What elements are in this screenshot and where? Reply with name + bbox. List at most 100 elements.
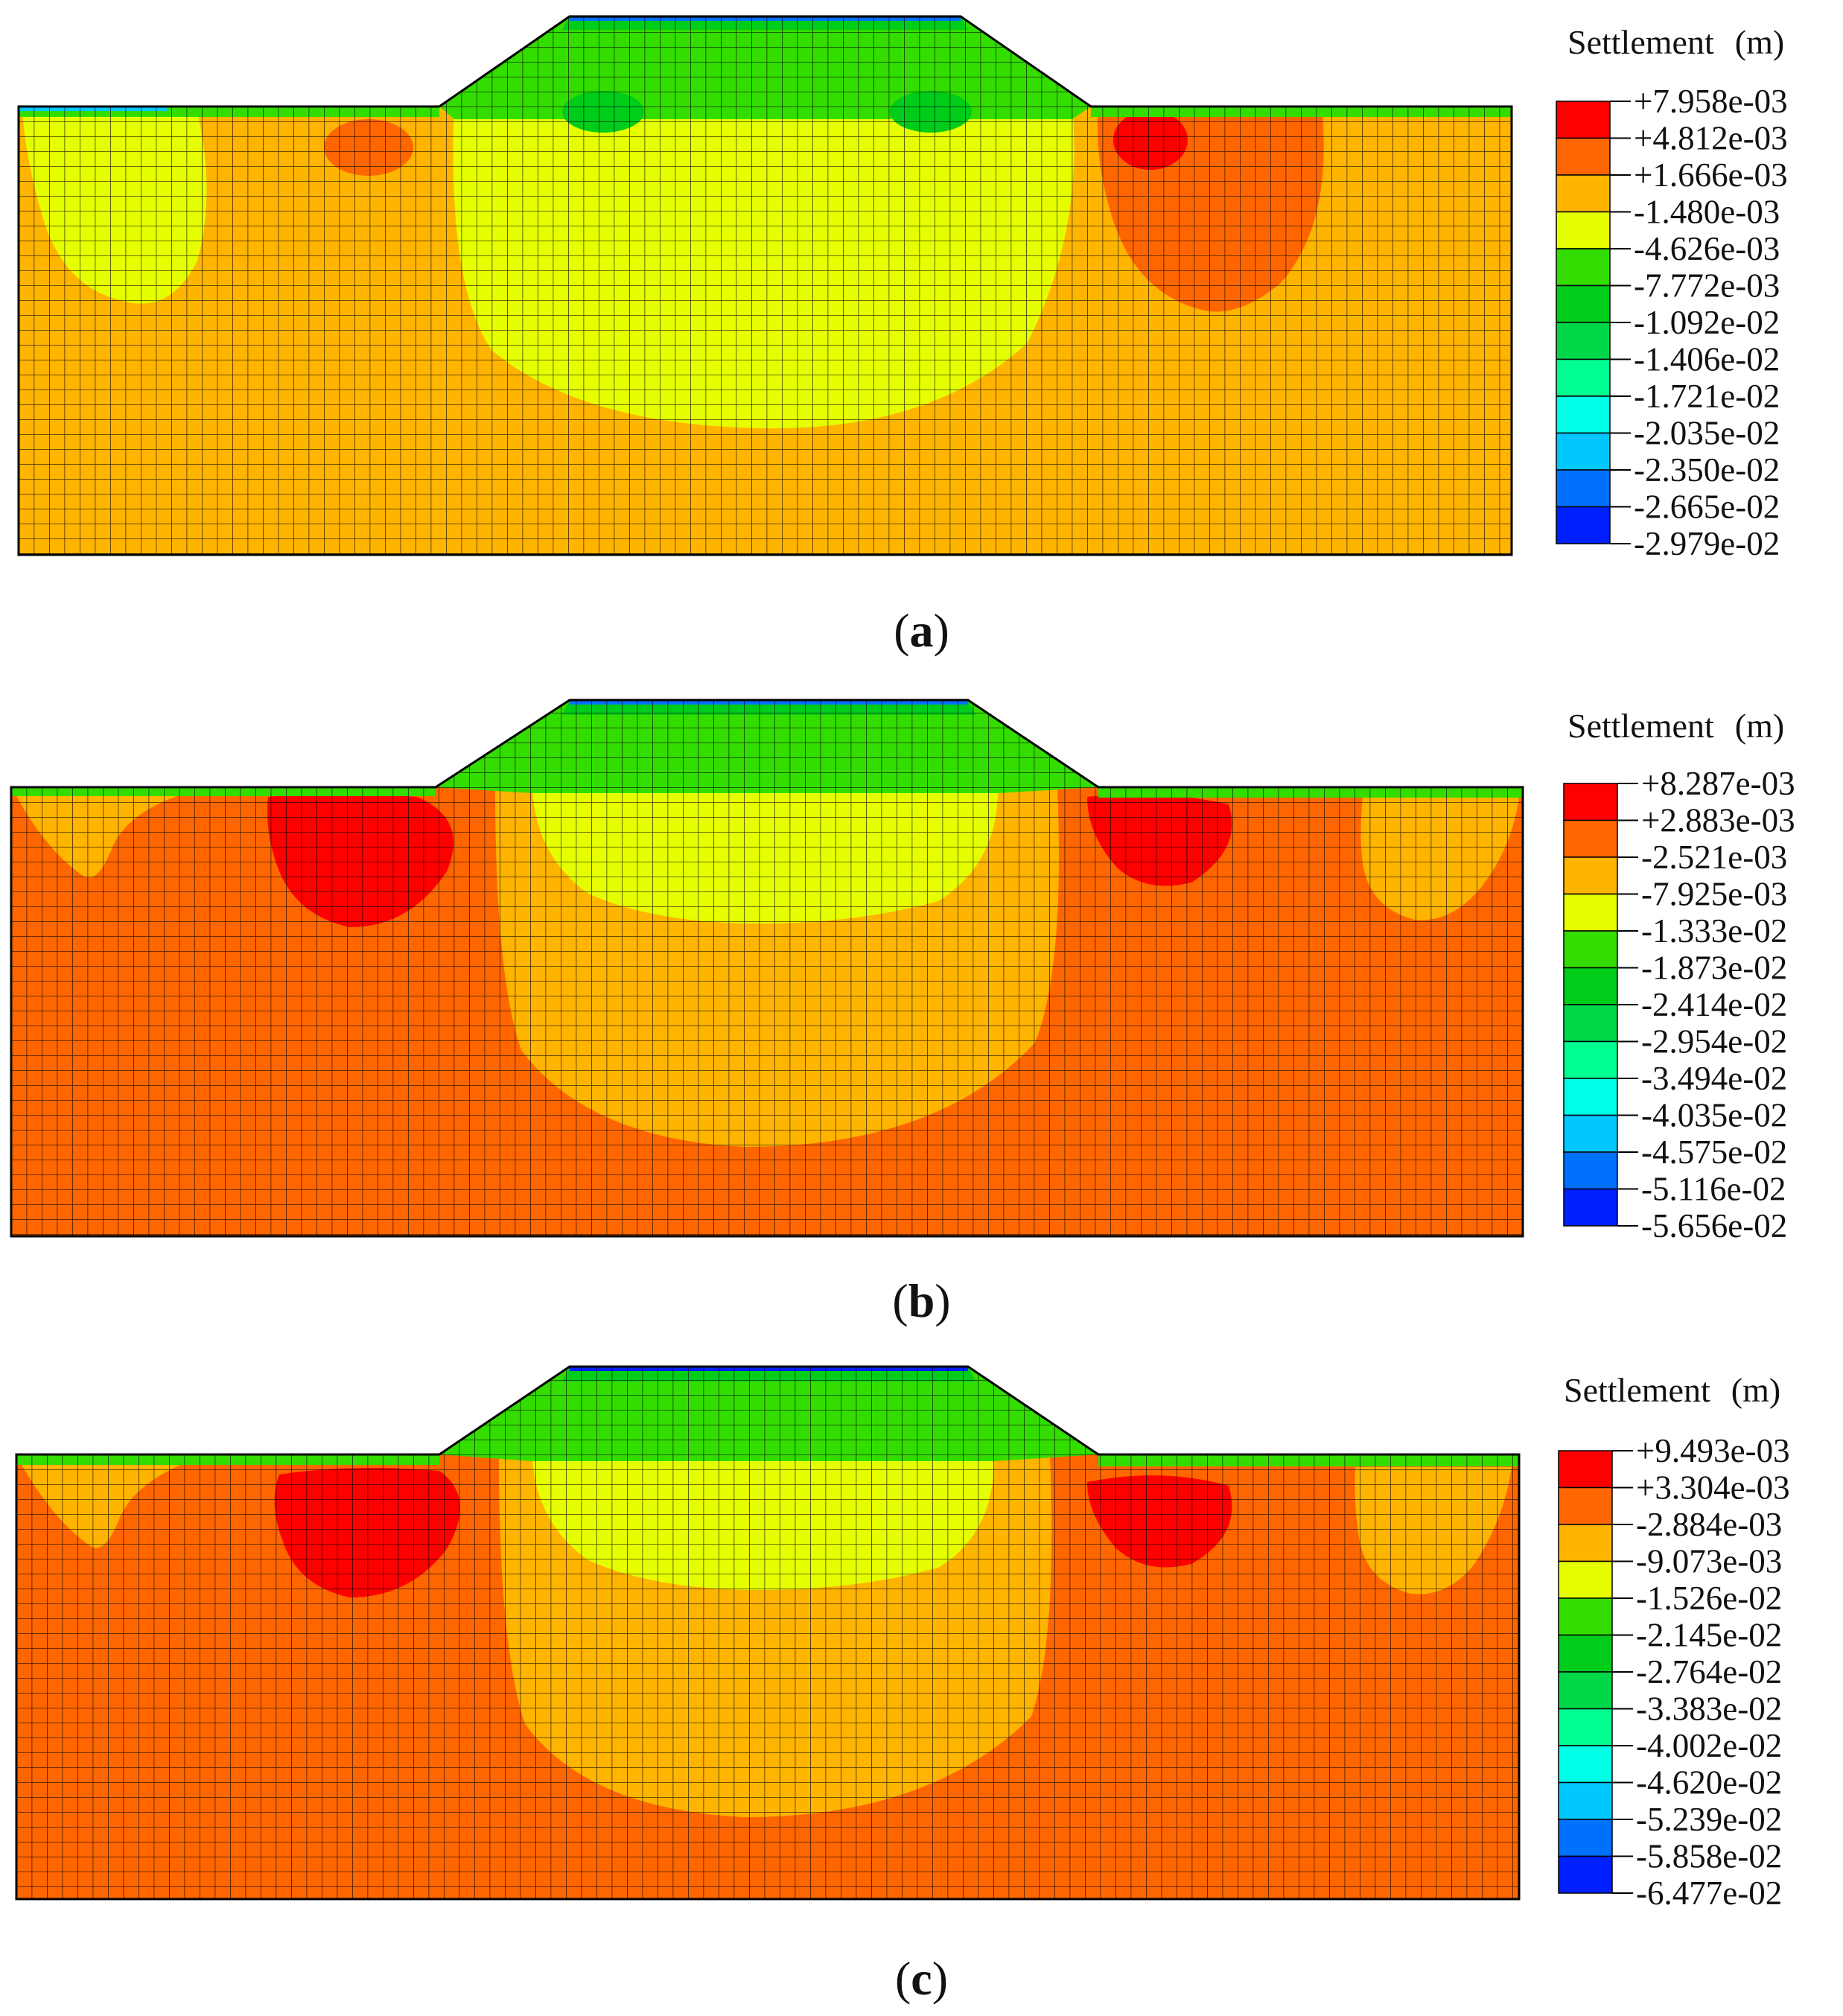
legend-tick-label: -1.873e-02 [1641,950,1787,987]
panel-b: +8.287e-03 +2.883e-03 -2.521e-03 -7.925e-03… [0,670,1843,1341]
legend-swatch [1563,1188,1618,1227]
panel-c: +9.493e-03 +3.304e-03 -2.884e-03 -9.073e-03… [0,1341,1843,2011]
caption-c: (c) [894,1952,949,2005]
legend-swatch [1556,469,1611,508]
legend-swatch [1556,322,1611,360]
legend-swatch [1556,284,1611,323]
legend-tick-label: -1.092e-02 [1634,304,1780,341]
legend-tick-label: -1.333e-02 [1641,912,1787,950]
legend-tick-label: -1.721e-02 [1634,378,1780,415]
panel-a: +7.958e-03 +4.812e-03 +1.666e-03 -1.480e-03… [0,0,1843,670]
legend-colorbar-b: +8.287e-03+2.883e-03-2.521e-03-7.925e-03… [1563,765,1795,1244]
legend-colorbar-a: +7.958e-03+4.812e-03+1.666e-03-1.480e-03… [1556,83,1788,562]
legend-colorbar-c: +9.493e-03+3.304e-03-2.884e-03-9.073e-03… [1558,1432,1790,1912]
legend-tick-label: -7.925e-03 [1641,876,1787,913]
legend-tick-label: +9.493e-03 [1636,1432,1790,1469]
legend-swatch [1563,1114,1618,1153]
legend-swatch [1563,1004,1618,1043]
legend-swatch [1556,395,1611,434]
legend-tick-label: +1.666e-03 [1634,156,1788,194]
legend-swatch [1563,1078,1618,1116]
legend-swatch [1563,893,1618,932]
legend-swatch [1558,1634,1613,1673]
legend-tick-label: -2.764e-02 [1636,1653,1782,1691]
legend-tick-label: -2.035e-02 [1634,415,1780,452]
legend-swatch [1558,1819,1613,1857]
caption-b: (b) [892,1274,951,1327]
legend-unit: (m) [1731,1371,1781,1409]
mesh-outline [17,15,1513,556]
legend-swatch [1558,1486,1613,1525]
legend-tick-label: -2.145e-02 [1636,1617,1782,1654]
legend-swatch [1563,1151,1618,1190]
legend-tick-label: -7.772e-03 [1634,267,1780,305]
legend-swatch [1556,137,1611,176]
legend-title-text: Settlement [1564,1371,1710,1409]
mesh-outline [10,699,1524,1238]
legend-swatch [1563,783,1618,821]
legend-tick-label: -2.954e-02 [1641,1023,1787,1061]
legend-tick-label: -1.406e-02 [1634,341,1780,378]
legend-tick-label: -4.575e-02 [1641,1133,1787,1171]
legend-tick-label: -2.884e-03 [1636,1506,1782,1543]
legend-tick-label: -3.383e-02 [1636,1691,1782,1728]
legend-tick-label: -4.002e-02 [1636,1727,1782,1764]
legend-tick-label: -2.414e-02 [1641,986,1787,1023]
contour-plot-a: +7.958e-03+4.812e-03+1.666e-03-1.480e-03… [17,15,1788,562]
caption-letter: c [911,1952,932,2005]
caption-letter: b [908,1274,935,1327]
legend-swatch [1556,432,1611,471]
mesh-outline [15,1365,1521,1901]
legend-tick-label: -1.480e-03 [1634,194,1780,231]
legend-tick-label: -5.116e-02 [1641,1171,1786,1208]
contour-plot-c: +9.493e-03+3.304e-03-2.884e-03-9.073e-03… [15,1365,1790,1912]
legend-swatch [1563,930,1618,969]
legend-swatch [1558,1708,1613,1746]
legend-swatch [1563,819,1618,858]
legend-swatch [1558,1524,1613,1562]
legend-title-text: Settlement [1567,23,1714,61]
legend-tick-label: +3.304e-03 [1636,1469,1790,1507]
legend-swatch [1558,1855,1613,1894]
legend-unit: (m) [1734,23,1785,61]
legend-tick-label: +8.287e-03 [1641,765,1795,802]
legend-swatch [1563,856,1618,895]
legend-tick-label: -5.858e-02 [1636,1838,1782,1875]
caption-a: (a) [894,604,949,657]
legend-tick-label: -6.477e-02 [1636,1875,1782,1912]
legend-swatch [1563,967,1618,1005]
legend-tick-label: -5.656e-02 [1641,1207,1787,1244]
legend-swatch [1558,1671,1613,1710]
legend-swatch [1558,1450,1613,1489]
legend-tick-label: -1.526e-02 [1636,1580,1782,1617]
legend-swatch [1563,1040,1618,1079]
legend-swatch [1556,174,1611,213]
legend-title-b: Settlement (m) [1567,706,1784,745]
caption-letter: a [909,604,934,657]
legend-title-c: Settlement (m) [1564,1370,1780,1410]
legend-tick-label: -2.665e-02 [1634,489,1780,526]
legend-title-a: Settlement (m) [1567,22,1784,62]
legend-swatch [1558,1781,1613,1820]
legend-tick-label: +4.812e-03 [1634,120,1788,157]
legend-swatch [1556,506,1611,544]
legend-tick-label: -2.350e-02 [1634,451,1780,489]
legend-tick-label: -2.521e-03 [1641,839,1787,876]
legend-swatch [1556,211,1611,249]
legend-swatch [1556,358,1611,397]
contour-plot-b: +8.287e-03+2.883e-03-2.521e-03-7.925e-03… [10,699,1795,1244]
legend-tick-label: -4.035e-02 [1641,1097,1787,1134]
legend-swatch [1556,101,1611,139]
legend-swatch [1556,248,1611,287]
legend-swatch [1558,1597,1613,1636]
legend-tick-label: +2.883e-03 [1641,802,1795,839]
legend-swatch [1558,1560,1613,1599]
legend-tick-label: -9.073e-03 [1636,1543,1782,1580]
legend-swatch [1558,1745,1613,1784]
legend-title-text: Settlement [1567,707,1714,745]
legend-tick-label: -2.979e-02 [1634,525,1780,562]
legend-unit: (m) [1734,707,1785,745]
legend-tick-label: +7.958e-03 [1634,83,1788,120]
legend-tick-label: -5.239e-02 [1636,1801,1782,1838]
legend-tick-label: -4.620e-02 [1636,1764,1782,1802]
